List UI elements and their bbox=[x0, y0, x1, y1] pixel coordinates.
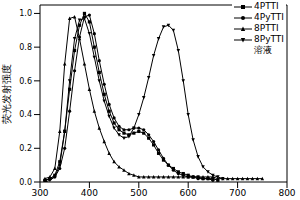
html-text:4PyTTI: 4PyTTI bbox=[254, 12, 284, 22]
svg-text:1.0: 1.0 bbox=[19, 9, 32, 18]
html-text:8PTTI: 8PTTI bbox=[254, 23, 279, 33]
svg-text:300: 300 bbox=[31, 188, 48, 198]
svg-text:荧光发射强度: 荧光发射强度 bbox=[8, 64, 12, 124]
svg-text:600: 600 bbox=[180, 188, 197, 198]
html-text:4PTTI: 4PTTI bbox=[254, 1, 279, 11]
svg-text:800: 800 bbox=[278, 188, 292, 198]
svg-text:700: 700 bbox=[229, 188, 246, 198]
svg-text:0.6: 0.6 bbox=[19, 77, 32, 86]
html-text:8PyTTI: 8PyTTI bbox=[254, 34, 284, 44]
svg-text:0.4: 0.4 bbox=[19, 110, 32, 119]
html-text:溶液: 溶液 bbox=[254, 45, 272, 55]
svg-text:500: 500 bbox=[130, 188, 147, 198]
svg-text:0.8: 0.8 bbox=[19, 43, 32, 52]
svg-text:0.0: 0.0 bbox=[19, 178, 32, 187]
svg-text:0.2: 0.2 bbox=[19, 144, 32, 153]
svg-text:400: 400 bbox=[81, 188, 98, 198]
